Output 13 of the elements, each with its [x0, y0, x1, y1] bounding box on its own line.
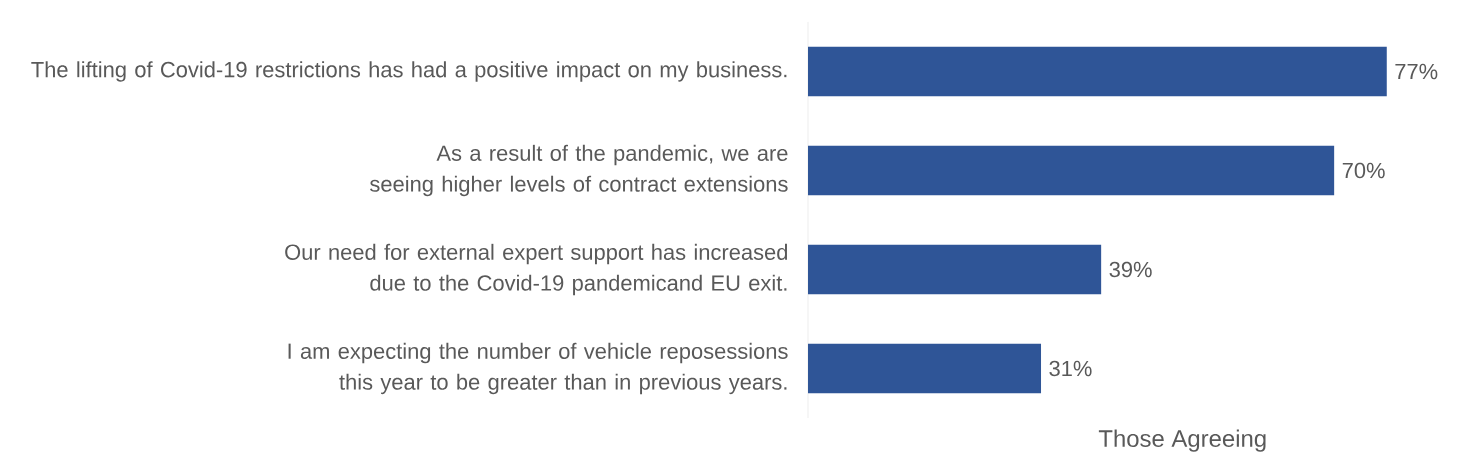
data-label: 31%	[1049, 360, 1092, 377]
bar	[808, 244, 1102, 295]
bar	[808, 343, 1042, 394]
data-label: 77%	[1395, 63, 1438, 80]
x-axis-title: Those Agreeing	[1098, 429, 1266, 452]
data-label: 70%	[1342, 162, 1385, 179]
bar	[808, 46, 1387, 97]
y-tick-label: As a result of the pandemic, we are seeing higher levels of contract extensions	[370, 144, 788, 197]
y-tick-label: I am expecting the number of vehicle reposessions this year to be greater than in previous years.	[288, 342, 788, 395]
data-label: 39%	[1109, 261, 1152, 278]
bar	[808, 145, 1335, 196]
y-tick-label: Our need for external expert support has increased due to the Covid-19 pandemicand EU exit.	[285, 243, 788, 296]
y-tick-label: The lifting of Covid-19 restrictions has had a positive impact on my business.	[31, 61, 787, 82]
